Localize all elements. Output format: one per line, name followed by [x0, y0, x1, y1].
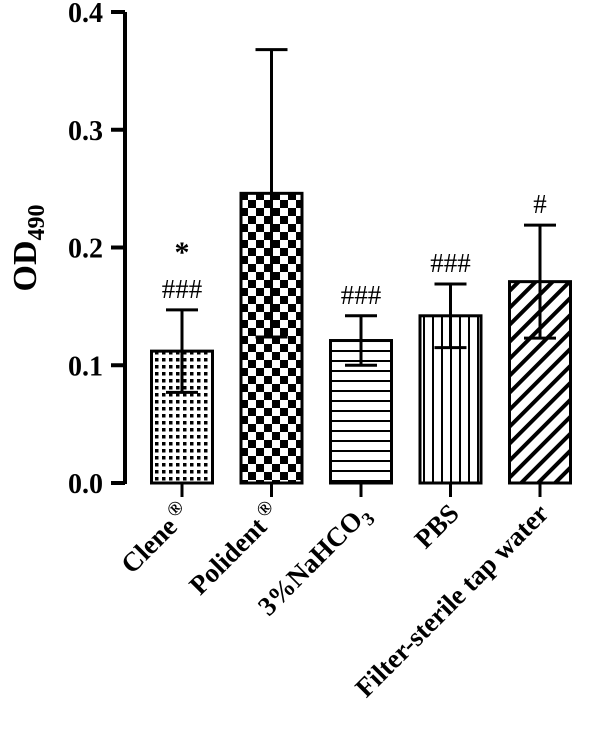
y-tick-label-3: 0.3: [68, 116, 103, 147]
category-label-3: PBS: [409, 498, 465, 554]
y-tick-label-0: 0.0: [68, 469, 103, 500]
annotation-0-1: ###: [162, 274, 203, 304]
annotation-4-0: #: [533, 189, 547, 219]
category-label-subscript-2: 3: [358, 509, 380, 531]
y-tick-label-2: 0.2: [68, 234, 103, 265]
y-axis-label: OD490: [7, 205, 50, 292]
bar-group-4: #: [508, 189, 572, 485]
y-tick-label-4: 0.4: [68, 0, 103, 29]
bars-group: ###*#######: [150, 48, 572, 485]
y-axis-label-subscript: 490: [24, 205, 50, 241]
bar-group-2: ###: [329, 280, 393, 485]
category-label-mark-0: ®: [162, 496, 188, 522]
category-label-0: Clene®: [113, 496, 196, 579]
annotation-0-0: *: [175, 236, 190, 269]
y-axis-label-main: OD: [7, 241, 44, 292]
category-label-mark-1: ®: [252, 496, 278, 522]
category-labels: Clene®Polident®3%NaHCO3 PBSFilter-sterile…: [113, 496, 554, 703]
annotation-2-0: ###: [341, 280, 382, 310]
y-axis: 0.0 0.1 0.2 0.3 0.4: [68, 0, 542, 500]
bar-group-0: ### *: [150, 236, 214, 485]
bar-group-3: ###: [418, 248, 483, 485]
annotation-3-0: ###: [430, 248, 471, 278]
y-tick-label-1: 0.1: [68, 351, 103, 382]
bar-group-1: [239, 48, 304, 485]
